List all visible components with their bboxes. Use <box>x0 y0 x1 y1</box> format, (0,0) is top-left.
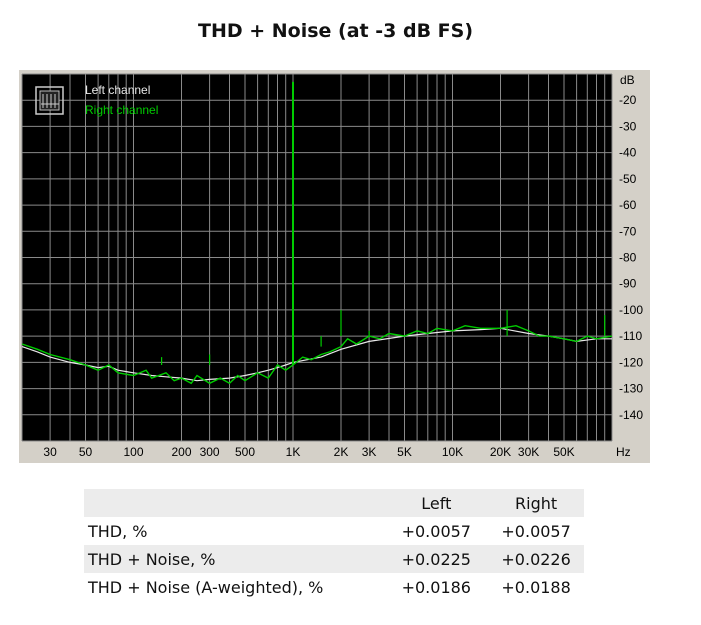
y-axis-label: dB <box>620 73 635 87</box>
y-tick-label: -50 <box>619 172 637 186</box>
y-tick-labels: -20 -30 -40 -50 -60 -70 -80 -90 -100 -110 -120 -130… <box>619 93 643 422</box>
chart-frame: 30 50 100 200 300 500 1K 2K 3K 5K 10K 20K 30K 50K -20… <box>19 70 650 463</box>
x-tick-labels: 30 50 100 200 300 500 1K 2K 3K 5K 10K 20K 30K 50K <box>43 445 574 459</box>
table-header-right: Right <box>484 489 584 517</box>
x-tick-label: 10K <box>442 445 463 459</box>
row-right-value: +0.0057 <box>501 521 571 541</box>
table-header-label <box>84 489 385 517</box>
x-tick-label: 300 <box>200 445 220 459</box>
x-tick-label: 50K <box>553 445 574 459</box>
y-tick-label: -40 <box>619 146 637 160</box>
x-tick-label: 100 <box>123 445 143 459</box>
row-label: THD + Noise, % <box>84 545 385 573</box>
x-tick-label: 20K <box>490 445 511 459</box>
y-tick-label: -20 <box>619 93 637 107</box>
results-table: Left Right THD, % +0.0057 +0.0057 THD + … <box>84 489 584 601</box>
y-tick-label: -140 <box>619 408 643 422</box>
x-tick-label: 2K <box>334 445 349 459</box>
x-tick-label: 5K <box>397 445 412 459</box>
row-left-value: +0.0225 <box>384 545 485 573</box>
y-tick-label: -130 <box>619 382 643 396</box>
y-tick-label: -70 <box>619 224 637 238</box>
legend-right-channel: Right channel <box>85 103 158 117</box>
series-line-right-channel <box>21 324 613 385</box>
table-row: THD + Noise, % +0.0225 +0.0226 <box>84 545 584 573</box>
row-label: THD + Noise (A-weighted), % <box>88 577 324 597</box>
x-tick-label: 30K <box>518 445 539 459</box>
table-row: THD + Noise (A-weighted), % +0.0186 +0.0… <box>84 573 584 601</box>
x-tick-label: 200 <box>171 445 191 459</box>
thd-noise-chart: 30 50 100 200 300 500 1K 2K 3K 5K 10K 20K 30K 50K -20… <box>21 73 643 459</box>
x-tick-label: 30 <box>43 445 57 459</box>
y-tick-label: -110 <box>619 329 642 343</box>
row-right-value: +0.0226 <box>484 545 584 573</box>
series-group <box>21 324 613 385</box>
page-title: THD + Noise (at -3 dB FS) <box>197 20 474 42</box>
table-header-left: Left <box>384 489 485 517</box>
y-tick-label: -60 <box>619 198 637 212</box>
x-tick-label: 50 <box>79 445 93 459</box>
y-tick-label: -30 <box>619 119 637 133</box>
spike-group <box>161 81 606 365</box>
row-right-value: +0.0188 <box>501 577 571 597</box>
y-tick-label: -80 <box>619 251 637 265</box>
legend-chart-icon <box>35 86 64 115</box>
legend-left-channel: Left channel <box>85 83 150 97</box>
x-axis-label: Hz <box>616 445 631 459</box>
y-tick-label: -120 <box>619 355 643 369</box>
legend: Left channel Right channel <box>35 83 158 117</box>
row-label: THD, % <box>88 521 148 541</box>
table-header-row: Left Right <box>84 489 584 517</box>
table-row: THD, % +0.0057 +0.0057 <box>84 517 584 545</box>
y-tick-label: -100 <box>619 303 643 317</box>
row-left-value: +0.0186 <box>401 577 471 597</box>
row-left-value: +0.0057 <box>401 521 471 541</box>
x-tick-label: 1K <box>286 445 301 459</box>
y-tick-label: -90 <box>619 277 637 291</box>
x-tick-label: 500 <box>235 445 255 459</box>
x-tick-label: 3K <box>362 445 377 459</box>
